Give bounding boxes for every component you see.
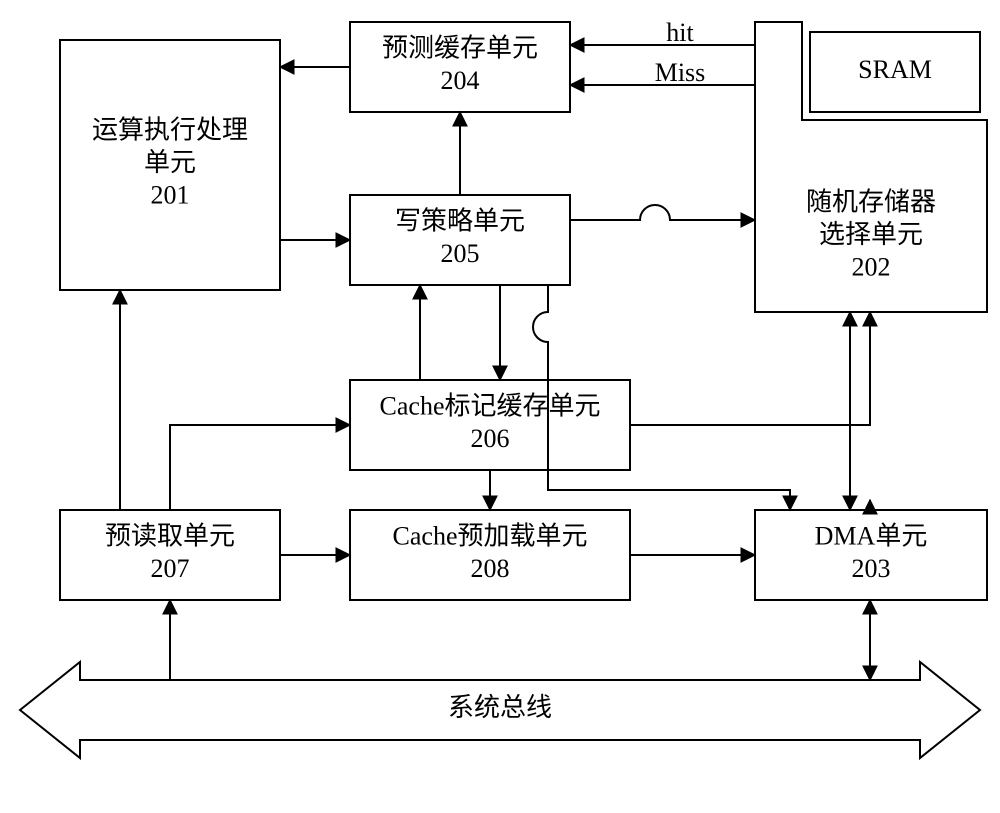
node-n207-label: 207 (151, 554, 190, 583)
edge-e207_206 (170, 425, 350, 510)
node-n201-label: 运算执行处理 (92, 115, 248, 144)
node-n206-label: 206 (471, 424, 510, 453)
node-n204-label: 预测缓存单元 (382, 34, 538, 63)
node-202-label: 选择单元 (819, 220, 923, 249)
node-sram-label: SRAM (858, 55, 932, 84)
node-n208-label: 208 (471, 554, 510, 583)
node-202-label: 随机存储器 (806, 187, 936, 216)
node-n201-label: 201 (151, 180, 190, 209)
node-n207-label: 预读取单元 (105, 522, 235, 551)
system-bus-label: 系统总线 (448, 693, 552, 722)
edge-e205_202 (570, 205, 755, 220)
edge-label-miss: Miss (655, 58, 706, 87)
node-n203-label: DMA单元 (815, 522, 928, 551)
node-202-label: 202 (852, 252, 891, 281)
node-n205-label: 写策略单元 (395, 207, 525, 236)
node-n206-label: Cache标记缓存单元 (380, 392, 601, 421)
node-n208-label: Cache预加载单元 (393, 522, 588, 551)
edge-e206_202 (630, 312, 870, 425)
node-n205-label: 205 (441, 239, 480, 268)
node-n204-label: 204 (441, 66, 480, 95)
edge-label-hit: hit (666, 18, 694, 47)
node-n201-label: 单元 (144, 148, 196, 177)
node-n203-label: 203 (852, 554, 891, 583)
